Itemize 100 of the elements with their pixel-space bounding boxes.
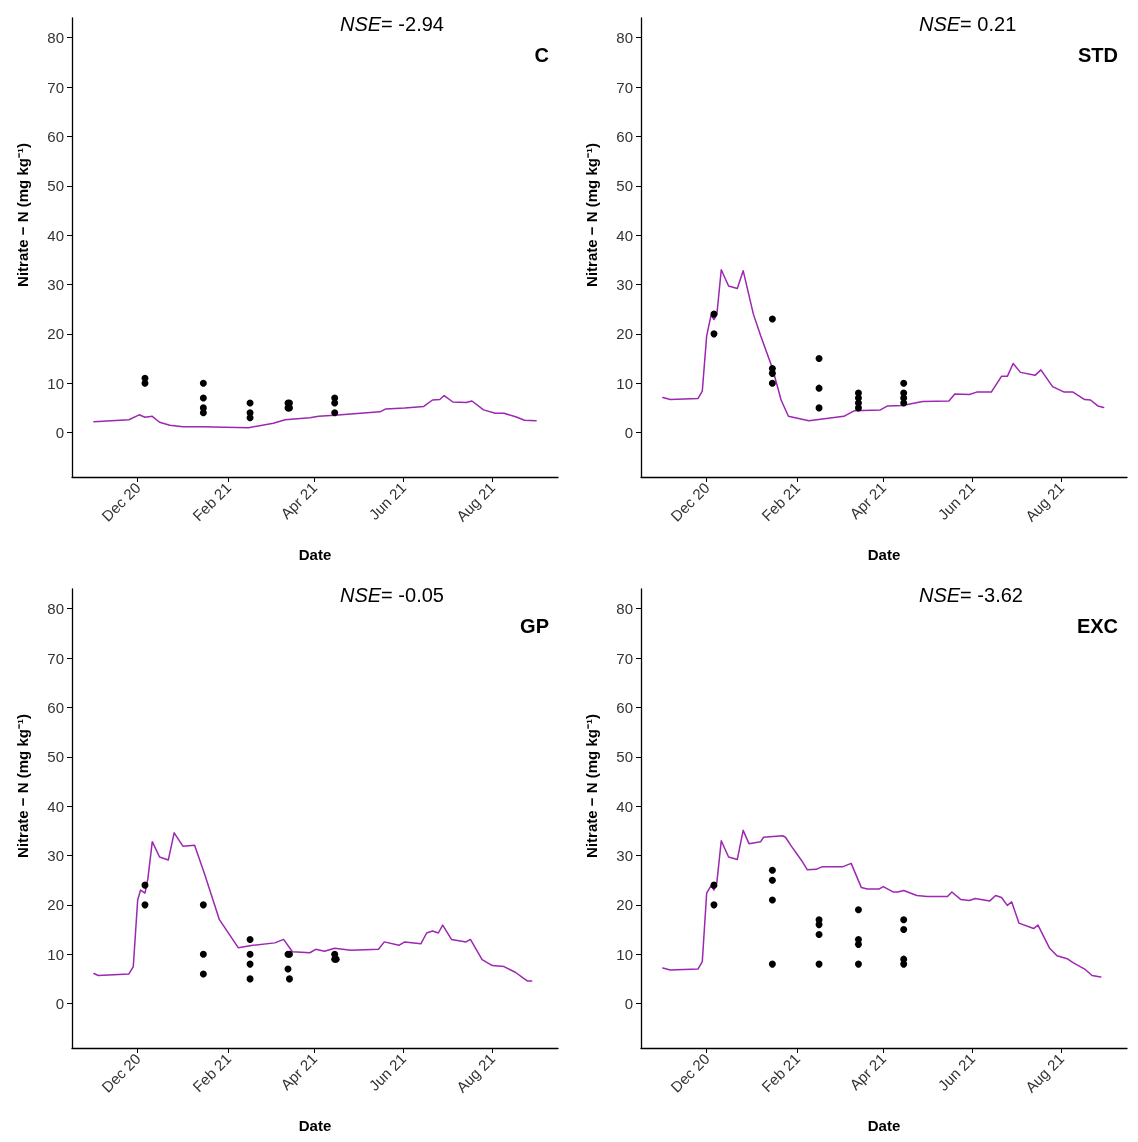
y-tick-label: 0 [55,995,64,1013]
y-tick-label: 20 [47,896,64,914]
y-tick-label: 10 [616,945,633,963]
x-tick-label: Dec 20 [98,478,144,525]
y-tick-label: 70 [47,649,64,667]
x-tick-label: Feb 21 [189,1049,235,1095]
point [768,315,776,323]
x-tick-label: Aug 21 [452,478,499,525]
y-tick-label: 60 [47,127,64,145]
y-tick-label: 70 [47,78,64,96]
point [900,379,908,387]
y-tick-label: 70 [616,649,633,667]
x-tick-label: Feb 21 [189,478,235,524]
x-tick-label: Jun 21 [934,1049,979,1094]
y-axis-title: Nitrate − N (mg kg⁻¹) [13,714,31,858]
line-series [93,832,533,982]
y-tick-label: 20 [47,325,64,343]
y-axis-title: Nitrate − N (mg kg⁻¹) [13,143,31,287]
text: GP [520,615,550,637]
point [768,876,776,884]
x-axis-title: Date [867,546,901,563]
x-tick-label: Aug 21 [452,1049,499,1096]
x-tick-label: Apr 21 [277,1049,321,1094]
point [199,901,207,909]
x-tick-label: Aug 21 [1021,478,1068,525]
y-tick-label: 20 [616,325,633,343]
x-axis-title: Date [867,1117,901,1134]
y-tick-label: 60 [47,698,64,716]
y-tick-label: 80 [47,29,64,47]
x-tick-label: Jun 21 [365,478,410,523]
annotation: NSE= -0.05 [340,584,444,606]
annotation: NSE= 0.21 [919,13,1017,35]
y-tick-label: 80 [47,600,64,618]
y-tick-label: 80 [616,600,633,618]
x-tick-label: Aug 21 [1021,1049,1068,1096]
y-tick-label: 60 [616,698,633,716]
y-tick-label: 10 [47,374,64,392]
y-tick-label: 0 [624,995,633,1013]
point [285,975,293,983]
point [815,384,823,392]
point [199,950,207,958]
y-axis-title: Nitrate − N (mg kg⁻¹) [582,714,600,858]
x-tick-label: Apr 21 [846,478,890,523]
point [768,379,776,387]
y-tick-label: 50 [47,177,64,195]
y-tick-label: 60 [616,127,633,145]
x-tick-label: Jun 21 [934,478,979,523]
y-tick-label: 30 [616,847,633,865]
x-tick-label: Dec 20 [667,478,713,525]
line-series [662,829,1102,978]
y-tick-label: 40 [616,797,633,815]
y-tick-label: 10 [616,374,633,392]
y-tick-label: 40 [47,226,64,244]
x-tick-label: Apr 21 [277,478,321,523]
point [815,921,823,929]
point [246,935,254,943]
point [900,960,908,968]
x-tick-label: Dec 20 [98,1049,144,1096]
y-tick-label: 50 [616,748,633,766]
x-tick-label: Dec 20 [667,1049,713,1096]
point [768,960,776,968]
point [854,960,862,968]
x-tick-label: Feb 21 [758,1049,804,1095]
y-axis-title: Nitrate − N (mg kg⁻¹) [582,143,600,287]
point [815,930,823,938]
y-tick-label: 50 [616,177,633,195]
y-tick-label: 70 [616,78,633,96]
line-series [93,394,537,429]
point [768,369,776,377]
x-tick-label: Jun 21 [365,1049,410,1094]
y-tick-label: 0 [624,424,633,442]
line-series [662,268,1105,422]
y-tick-label: 50 [47,748,64,766]
point [768,866,776,874]
text: C [534,44,550,66]
point [246,950,254,958]
point [768,896,776,904]
y-tick-label: 0 [55,424,64,442]
point [854,906,862,914]
annotation: NSE= -3.62 [919,584,1023,606]
point [900,926,908,934]
y-tick-label: 10 [47,945,64,963]
text: STD [1078,44,1118,66]
point [815,355,823,363]
y-tick-label: 30 [47,847,64,865]
x-axis-title: Date [298,1117,332,1134]
x-tick-label: Feb 21 [758,478,804,524]
point [199,970,207,978]
point [900,916,908,924]
y-tick-label: 40 [616,226,633,244]
x-axis-title: Date [298,546,332,563]
annotation: NSE= -2.94 [340,13,444,35]
y-tick-label: 40 [47,797,64,815]
x-tick-label: Apr 21 [846,1049,890,1094]
y-tick-label: 20 [616,896,633,914]
text: EXC [1076,615,1118,637]
y-tick-label: 30 [47,276,64,294]
y-tick-label: 30 [616,276,633,294]
point [900,399,908,407]
point [854,404,862,412]
